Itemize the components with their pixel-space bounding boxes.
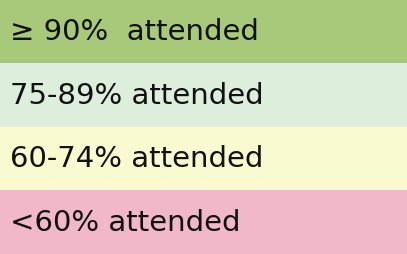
Text: ≥ 90%  attended: ≥ 90% attended bbox=[10, 18, 259, 46]
Text: <60% attended: <60% attended bbox=[10, 208, 241, 236]
Bar bbox=[0, 64, 407, 127]
Text: 60-74% attended: 60-74% attended bbox=[10, 145, 264, 173]
Text: 75-89% attended: 75-89% attended bbox=[10, 81, 264, 109]
Bar bbox=[0, 0, 407, 64]
Bar bbox=[0, 190, 407, 254]
Bar bbox=[0, 127, 407, 190]
